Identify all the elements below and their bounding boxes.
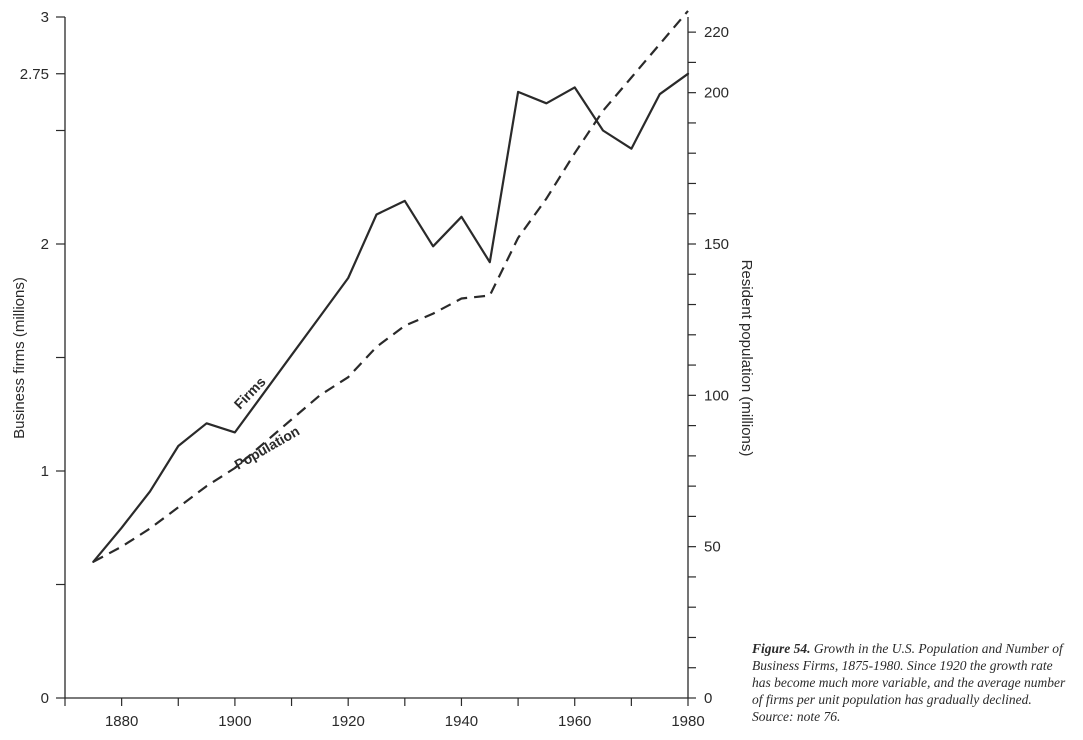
x-tick-label: 1880	[105, 713, 138, 730]
x-tick-label: 1900	[218, 713, 251, 730]
labels-layer: Business firms (millions) Resident popula…	[11, 260, 755, 473]
series-line-population	[92, 10, 689, 563]
right-tick-label: 50	[704, 539, 721, 556]
right-tick-label: 220	[704, 24, 729, 41]
series-line-firms	[92, 72, 690, 563]
x-tick-label: 1960	[558, 713, 591, 730]
series-layer	[92, 10, 690, 563]
left-tick-label: 3	[41, 9, 49, 26]
left-tick-label: 1	[41, 463, 49, 480]
left-axis-title: Business firms (millions)	[11, 277, 28, 439]
x-tick-label: 1940	[445, 713, 478, 730]
figure-label: Figure 54.	[752, 641, 811, 656]
caption-text: Growth in the U.S. Population and Number…	[752, 641, 1066, 724]
x-tick-label: 1980	[671, 713, 704, 730]
right-tick-label: 0	[704, 690, 712, 707]
right-tick-label: 200	[704, 85, 729, 102]
left-tick-label: 2	[41, 236, 49, 253]
right-tick-label: 100	[704, 387, 729, 404]
axes: 1880 1900 1920 1940 1960 19800122.75305010015…	[20, 9, 729, 730]
x-tick-label: 1920	[331, 713, 364, 730]
left-tick-label: 2.75	[20, 66, 49, 83]
right-tick-label: 150	[704, 236, 729, 253]
series-label-population: Population	[232, 423, 303, 473]
left-tick-label: 0	[41, 690, 49, 707]
right-axis-title: Resident population (millions)	[738, 260, 755, 457]
figure-caption: Figure 54. Growth in the U.S. Population…	[752, 640, 1072, 725]
